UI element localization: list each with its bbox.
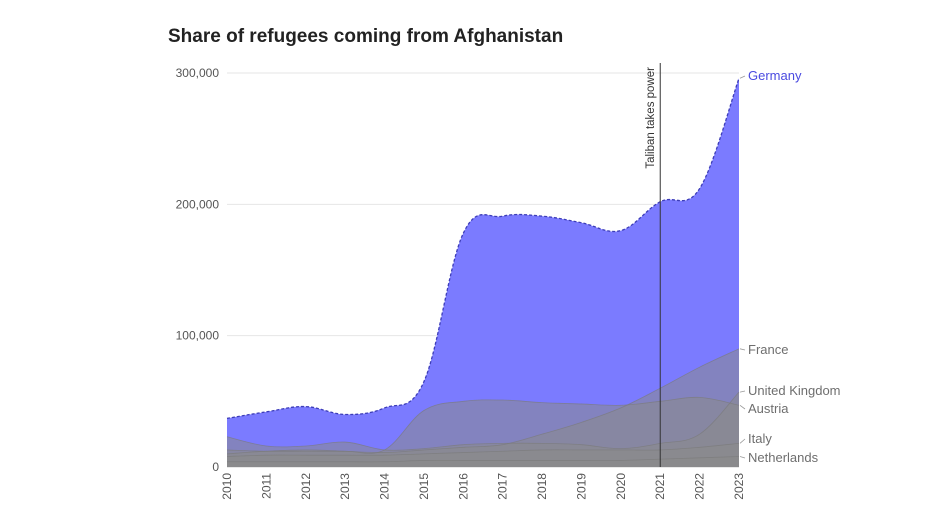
y-tick-label: 100,000	[176, 329, 220, 343]
series-label: Italy	[748, 431, 772, 446]
y-tick-label: 200,000	[176, 197, 220, 211]
x-tick-label: 2022	[693, 473, 707, 500]
x-tick-label: 2018	[535, 473, 549, 500]
x-tick-label: 2012	[299, 473, 313, 500]
line-france	[226, 348, 740, 455]
area-germany	[227, 78, 739, 468]
y-tick-label: 300,000	[176, 66, 220, 80]
x-tick-label: 2016	[456, 473, 470, 500]
series-label: Austria	[748, 401, 789, 416]
label-leader	[739, 456, 746, 459]
x-tick-label: 2021	[653, 473, 667, 500]
label-leader	[739, 75, 746, 79]
line-italy	[226, 442, 740, 457]
chart-title: Share of refugees coming from Afghanista…	[168, 26, 564, 47]
x-tick-label: 2019	[574, 473, 588, 500]
label-leader	[739, 390, 746, 393]
series-label: France	[748, 342, 788, 357]
x-tick-label: 2014	[378, 473, 392, 500]
series-label: United Kingdom	[748, 383, 841, 398]
x-tick-label: 2020	[614, 473, 628, 500]
x-tick-label: 2013	[338, 473, 352, 500]
label-leader	[739, 404, 746, 410]
area-netherlands	[227, 456, 739, 467]
series-label: Germany	[748, 68, 802, 83]
line-united-kingdom	[226, 391, 740, 451]
series-label: Netherlands	[748, 450, 819, 465]
label-leader	[739, 348, 746, 351]
x-tick-label: 2010	[220, 473, 234, 500]
line-austria	[226, 396, 740, 454]
x-tick-label: 2023	[732, 473, 746, 500]
annotation-label: Taliban takes power	[645, 67, 657, 169]
y-tick-label: 0	[212, 460, 219, 474]
x-tick-label: 2015	[417, 473, 431, 500]
line-netherlands	[227, 456, 740, 463]
label-leader	[739, 438, 746, 444]
x-tick-label: 2017	[496, 473, 510, 500]
x-tick-label: 2011	[259, 473, 273, 499]
